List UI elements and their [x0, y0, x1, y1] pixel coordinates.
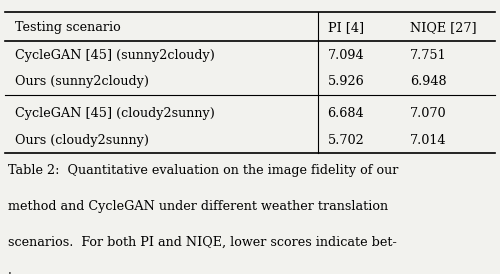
Text: Testing scenario: Testing scenario	[15, 21, 121, 34]
Text: 5.926: 5.926	[328, 75, 364, 89]
Text: 6.948: 6.948	[410, 75, 447, 89]
Text: PI [4]: PI [4]	[328, 21, 364, 34]
Text: Ours (cloudy2sunny): Ours (cloudy2sunny)	[15, 134, 149, 147]
Text: CycleGAN [45] (cloudy2sunny): CycleGAN [45] (cloudy2sunny)	[15, 107, 215, 120]
Text: 7.751: 7.751	[410, 48, 447, 62]
Text: Table 2:  Quantitative evaluation on the image fidelity of our: Table 2: Quantitative evaluation on the …	[8, 164, 398, 177]
Text: ter.: ter.	[8, 271, 29, 274]
Text: 5.702: 5.702	[328, 134, 364, 147]
Text: Ours (sunny2cloudy): Ours (sunny2cloudy)	[15, 75, 149, 89]
Text: 6.684: 6.684	[328, 107, 364, 120]
Text: 7.094: 7.094	[328, 48, 364, 62]
Text: method and CycleGAN under different weather translation: method and CycleGAN under different weat…	[8, 200, 388, 213]
Text: CycleGAN [45] (sunny2cloudy): CycleGAN [45] (sunny2cloudy)	[15, 48, 215, 62]
Text: scenarios.  For both PI and NIQE, lower scores indicate bet-: scenarios. For both PI and NIQE, lower s…	[8, 236, 396, 249]
Text: 7.070: 7.070	[410, 107, 447, 120]
Text: 7.014: 7.014	[410, 134, 447, 147]
Text: NIQE [27]: NIQE [27]	[410, 21, 476, 34]
